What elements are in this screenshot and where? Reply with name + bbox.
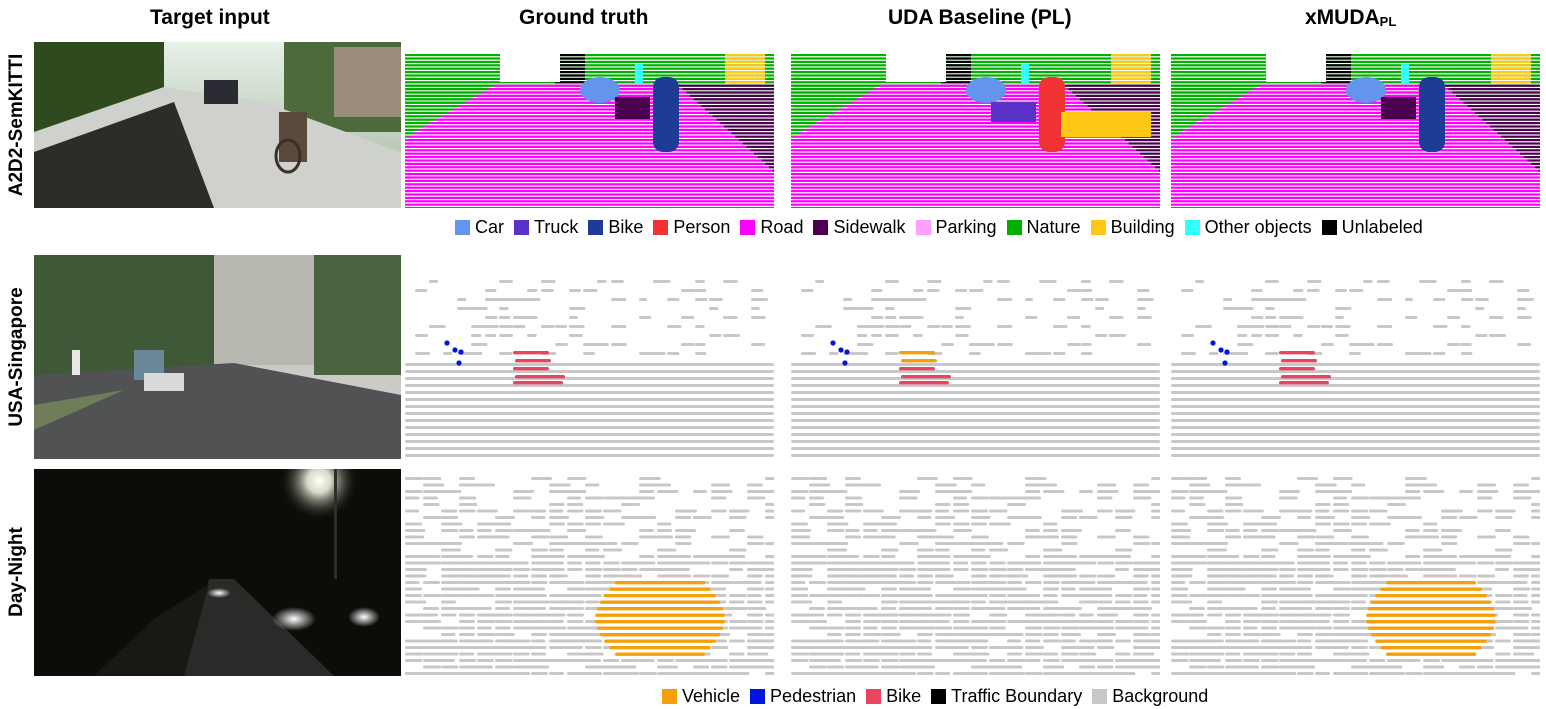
column-title-xmuda: xMUDAPL — [1305, 6, 1397, 29]
legend-swatch — [915, 220, 931, 235]
column-title-uda-baseline: UDA Baseline (PL) — [888, 6, 1072, 29]
xmuda-subscript: PL — [1379, 14, 1397, 29]
segmentation-ground-truth-a2d2 — [405, 42, 774, 208]
legend-item-unlabeled: Unlabeled — [1321, 217, 1423, 238]
camera-image-singapore — [34, 255, 401, 459]
legend-label: Unlabeled — [1341, 217, 1423, 237]
legend-swatch — [931, 689, 947, 704]
legend-swatch — [813, 220, 829, 235]
legend-label: Background — [1112, 686, 1209, 706]
camera-image-a2d2 — [34, 42, 401, 208]
row-label-usa-singapore: USA-Singapore — [6, 287, 27, 427]
legend-swatch — [750, 689, 766, 704]
legend-item-vehicle: Vehicle — [662, 686, 740, 707]
legend-swatch — [653, 220, 669, 235]
legend-swatch — [1090, 220, 1106, 235]
legend-swatch — [1006, 220, 1022, 235]
legend-label: Building — [1110, 217, 1175, 237]
legend-item-pedestrian: Pedestrian — [750, 686, 856, 707]
legend-label: Sidewalk — [833, 217, 906, 237]
legend-label: Bike — [608, 217, 644, 237]
segmentation-ground-truth-singapore — [405, 255, 774, 459]
row-label-a2d2-semkitti: A2D2-SemKITTI — [6, 53, 27, 197]
legend-swatch — [1092, 689, 1108, 704]
legend-label: Traffic Boundary — [951, 686, 1083, 706]
legend-label: Person — [673, 217, 731, 237]
legend-item-sidewalk: Sidewalk — [813, 217, 906, 238]
legend-swatch — [740, 220, 756, 235]
legend-label: Pedestrian — [770, 686, 857, 706]
segmentation-ground-truth-night — [405, 469, 774, 676]
legend-label: Bike — [886, 686, 922, 706]
legend-item-building: Building — [1090, 217, 1175, 238]
legend-item-car: Car — [455, 217, 504, 238]
row-label-day-night: Day-Night — [6, 527, 27, 617]
legend-item-person: Person — [653, 217, 730, 238]
legend-item-bike: Bike — [866, 686, 921, 707]
legend-nuscenes-classes: Vehicle Pedestrian Bike Traffic Boundary Bac… — [662, 686, 1208, 707]
legend-a2d2-classes: Car Truck Bike Person Road Sidewalk Parking Nat… — [455, 217, 1423, 238]
legend-item-parking: Parking — [915, 217, 997, 238]
camera-image-night — [34, 469, 401, 676]
legend-swatch — [1321, 220, 1337, 235]
legend-label: Other objects — [1204, 217, 1312, 237]
legend-swatch — [1184, 220, 1200, 235]
legend-item-road: Road — [740, 217, 803, 238]
legend-item-nature: Nature — [1006, 217, 1081, 238]
segmentation-xmuda-night — [1171, 469, 1540, 676]
legend-swatch — [514, 220, 530, 235]
legend-label: Truck — [534, 217, 579, 237]
legend-label: Car — [475, 217, 505, 237]
legend-label: Nature — [1026, 217, 1081, 237]
segmentation-uda-baseline-night — [791, 469, 1160, 676]
column-title-ground-truth: Ground truth — [519, 6, 649, 29]
legend-item-truck: Truck — [514, 217, 578, 238]
legend-label: Road — [760, 217, 804, 237]
legend-swatch — [588, 220, 604, 235]
segmentation-xmuda-singapore — [1171, 255, 1540, 459]
column-title-target-input: Target input — [150, 6, 270, 29]
legend-item-bike: Bike — [588, 217, 643, 238]
legend-swatch — [866, 689, 882, 704]
legend-item-background: Background — [1092, 686, 1208, 707]
segmentation-uda-baseline-singapore — [791, 255, 1160, 459]
legend-item-other-objects: Other objects — [1184, 217, 1312, 238]
segmentation-xmuda-a2d2 — [1171, 42, 1540, 208]
segmentation-uda-baseline-a2d2 — [791, 42, 1160, 208]
legend-swatch — [662, 689, 677, 704]
legend-label: Parking — [935, 217, 997, 237]
legend-swatch — [455, 220, 470, 235]
legend-label: Vehicle — [682, 686, 741, 706]
legend-item-traffic-boundary: Traffic Boundary — [931, 686, 1082, 707]
